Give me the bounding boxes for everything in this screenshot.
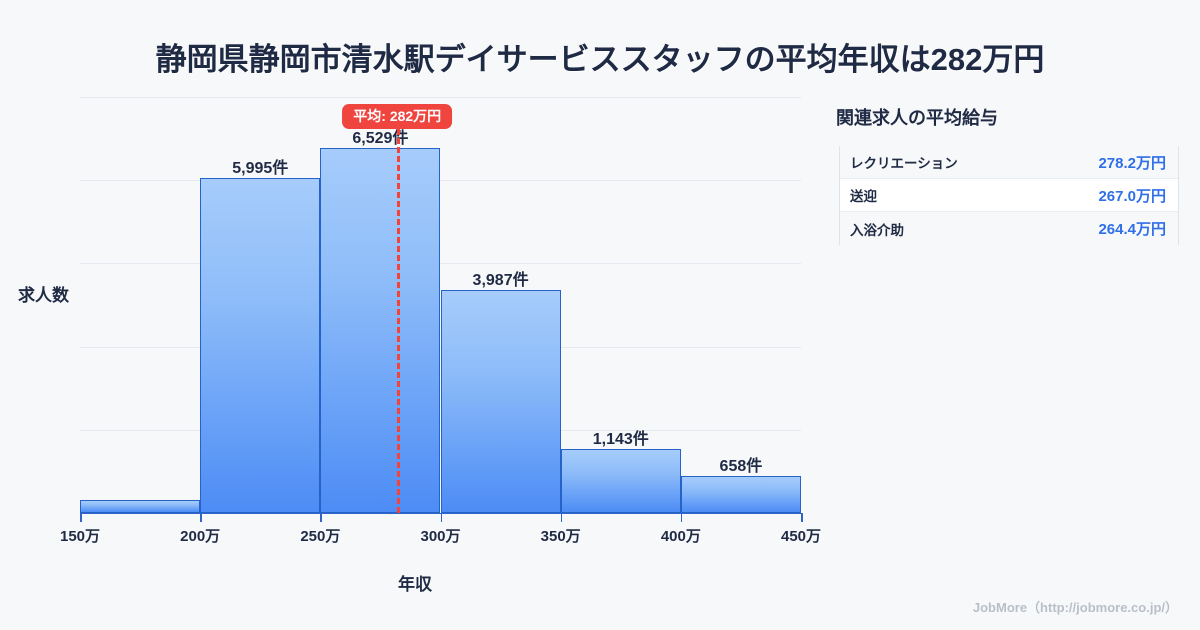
bar-value-label: 5,995件 <box>232 159 289 177</box>
x-axis-tick <box>440 513 442 522</box>
histogram-bar <box>560 449 681 513</box>
related-salary-table: レクリエーション 278.2万円送迎 267.0万円入浴介助 264.4万円 <box>839 146 1179 245</box>
x-axis-tick <box>560 513 563 522</box>
page-title: 静岡県静岡市清水駅デイサービススタッフの平均年収は282万円 <box>155 42 1045 77</box>
histogram-bar <box>440 290 561 513</box>
footer-attribution: JobMore（http://jobmore.co.jp/） <box>972 600 1178 615</box>
bar-value-label: 1,143件 <box>592 431 649 449</box>
related-salary-value: 278.2万円 <box>1098 154 1166 172</box>
x-axis-tick-label: 150万 <box>59 528 101 545</box>
x-axis-tick-label: 400万 <box>660 528 701 545</box>
related-salary-panel: 関連求人の平均給与 レクリエーション 278.2万円送迎 267.0万円入浴介助 26… <box>836 0 1200 630</box>
histogram-bar <box>200 177 321 513</box>
related-salary-value: 264.4万円 <box>1098 221 1166 238</box>
x-axis-tick-label: 300万 <box>420 528 461 545</box>
related-salary-row[interactable]: レクリエーション 278.2万円 <box>840 146 1178 179</box>
related-salary-heading: 関連求人の平均給与 <box>836 108 998 128</box>
gridline <box>80 180 801 182</box>
related-salary-job-name: 入浴介助 <box>850 222 904 238</box>
histogram-chart: 5,995件 6,529件 3,987件 1,143件 658件 150万 200万 250… <box>18 97 822 594</box>
related-salary-row[interactable]: 送迎 267.0万円 <box>840 179 1178 212</box>
x-axis-tick-label: 350万 <box>540 528 581 545</box>
bar-value-label: 6,529件 <box>352 129 409 147</box>
histogram-bar <box>80 500 201 513</box>
x-axis-tick <box>320 513 322 522</box>
related-salary-job-name: レクリエーション <box>850 156 958 171</box>
x-axis-tick-label: 250万 <box>300 528 341 545</box>
x-axis-tick <box>80 513 82 522</box>
related-salary-value: 267.0万円 <box>1098 187 1166 205</box>
related-salary-row[interactable]: 入浴介助 264.4万円 <box>840 212 1178 245</box>
average-marker-line <box>397 120 401 513</box>
x-axis-tick-label: 200万 <box>180 528 221 545</box>
x-axis-tick <box>200 513 202 522</box>
bar-value-label: 3,987件 <box>472 272 529 290</box>
bar-value-label: 658件 <box>719 458 763 476</box>
histogram-bar <box>680 476 801 513</box>
y-axis-title: 求人数 <box>18 286 69 305</box>
gridline <box>80 97 801 98</box>
x-axis-tick-label: 450万 <box>780 528 822 545</box>
average-badge: 平均: 282万円 <box>342 104 453 129</box>
x-axis-tick <box>680 513 683 522</box>
gridline <box>80 263 801 265</box>
histogram-bar <box>320 147 441 513</box>
x-axis-title: 年収 <box>398 575 432 594</box>
related-salary-job-name: 送迎 <box>850 189 877 204</box>
x-axis-tick <box>801 513 803 522</box>
